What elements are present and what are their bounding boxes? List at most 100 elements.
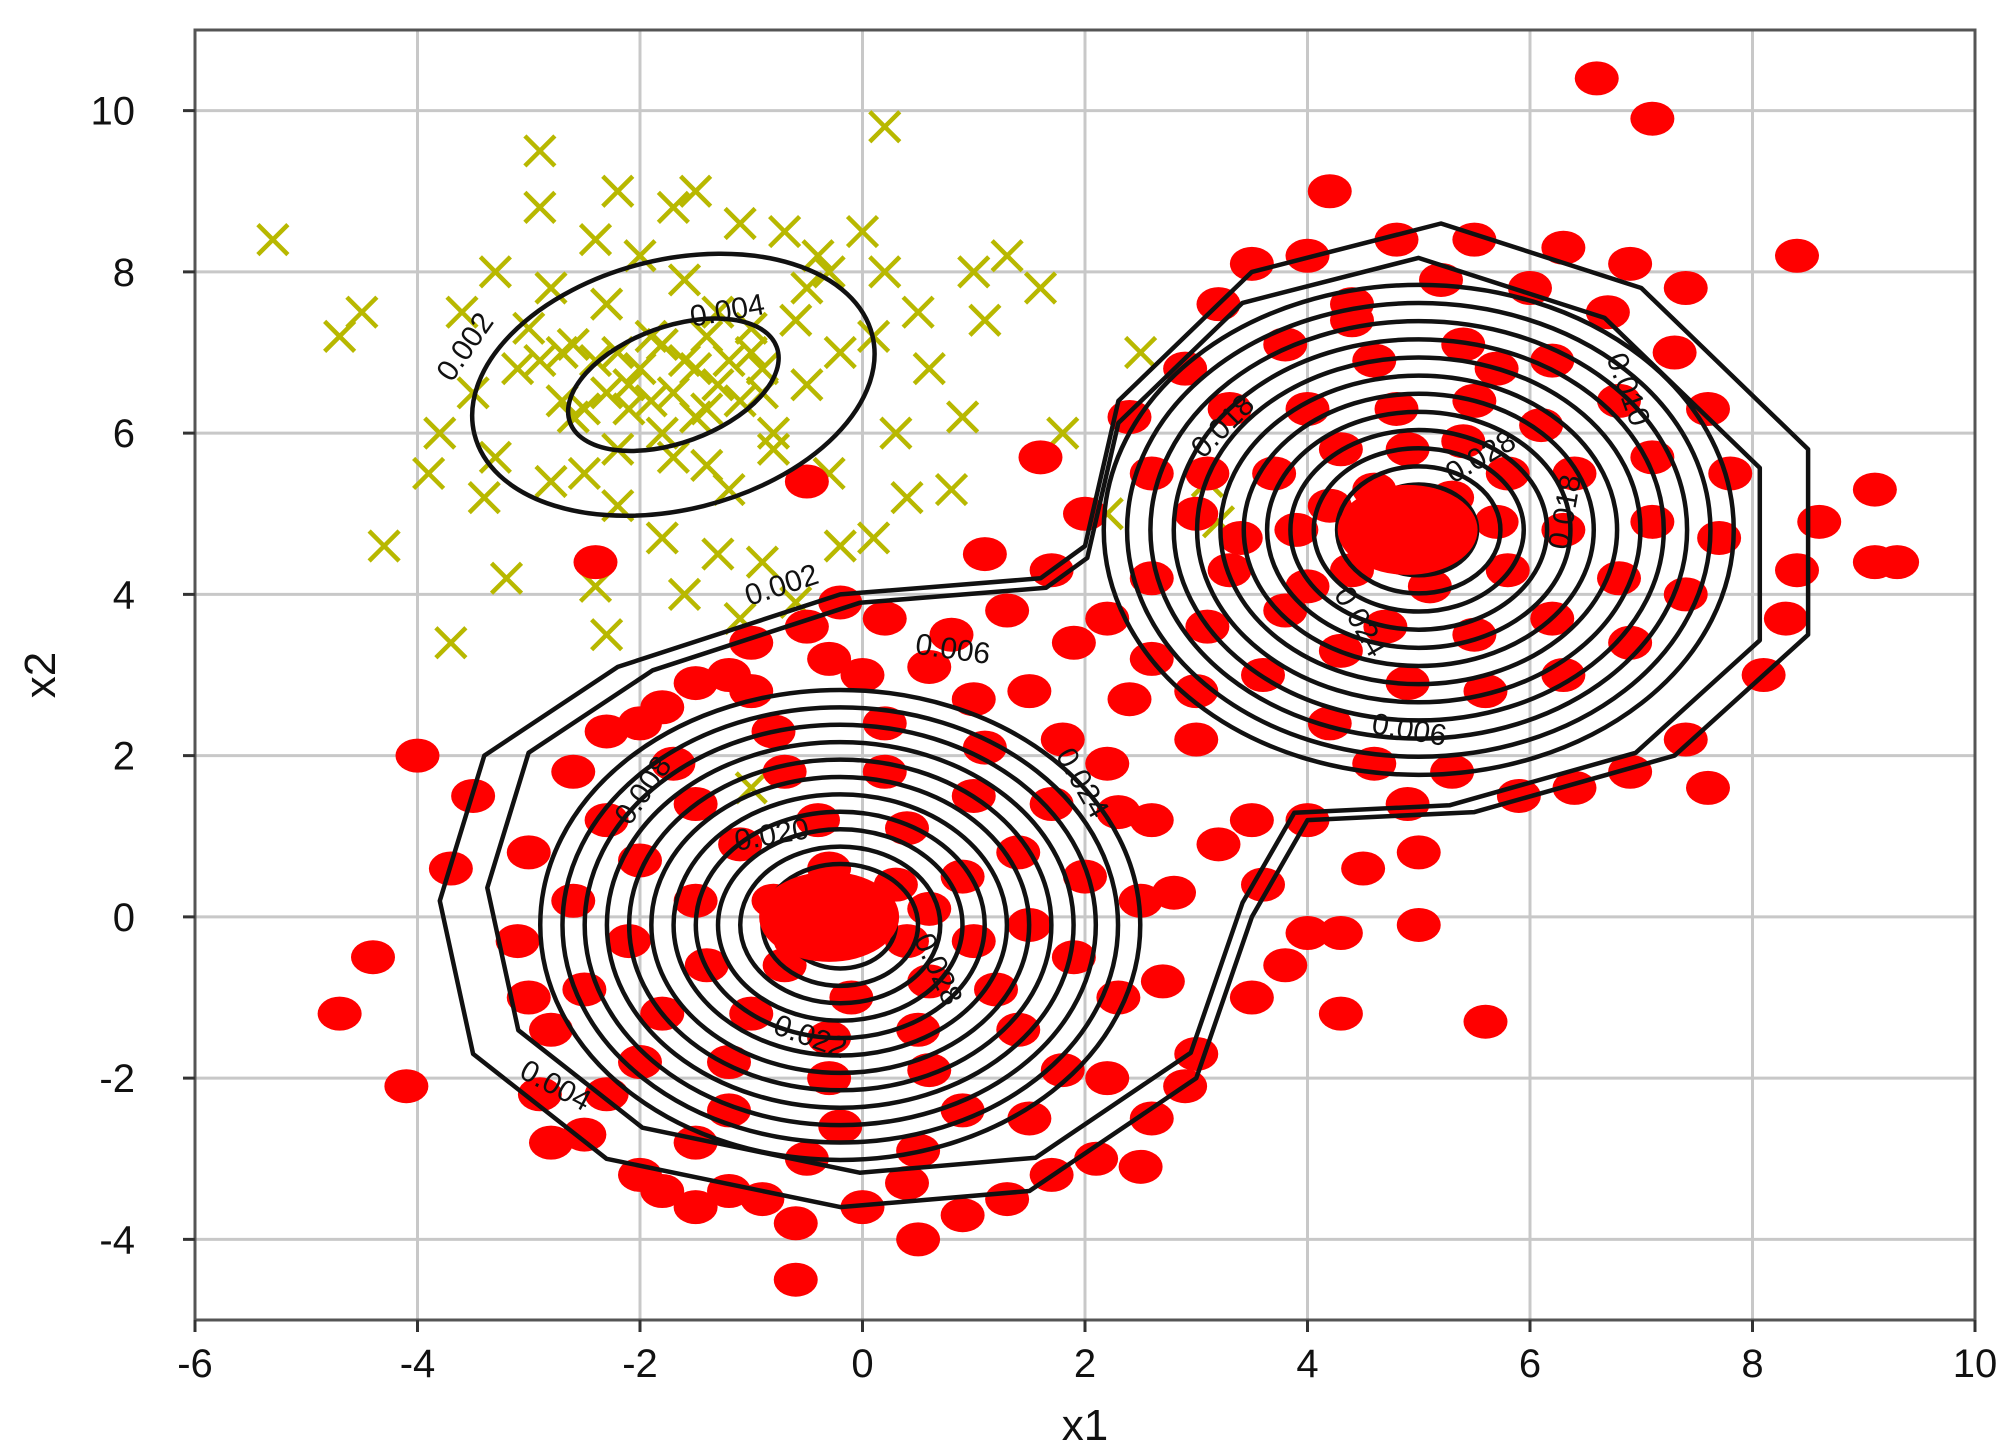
red-data-point — [896, 1222, 941, 1257]
red-data-point — [1663, 722, 1708, 757]
yellow-data-point — [578, 223, 613, 257]
red-data-point — [1107, 682, 1152, 717]
red-data-point — [840, 658, 885, 692]
contour-cluster-b-ring — [1101, 282, 1736, 778]
yellow-data-point — [590, 618, 624, 652]
red-data-point — [862, 601, 907, 636]
red-data-point — [1652, 335, 1697, 370]
yellow-data-point — [756, 416, 791, 450]
red-data-point — [1129, 803, 1174, 838]
contour-cluster-b-ring — [1124, 300, 1713, 759]
contour-cluster-b-ring — [1148, 318, 1690, 741]
red-data-point — [1686, 770, 1730, 805]
contour-cluster-a-ring — [538, 687, 1143, 1163]
yellow-data-point — [645, 416, 679, 450]
red-data-point — [1341, 851, 1386, 886]
yellow-data-point — [756, 432, 791, 466]
yellow-data-point — [868, 110, 902, 144]
red-data-point — [1763, 601, 1808, 636]
x-tick-label: 6 — [1519, 1342, 1541, 1386]
x-tick-label: 2 — [1074, 1342, 1096, 1386]
red-data-point — [1775, 553, 1819, 588]
red-data-point — [1307, 174, 1352, 209]
red-data-point — [1875, 545, 1920, 580]
red-data-point — [1018, 440, 1063, 475]
contour-yellow-inner — [565, 316, 781, 454]
yellow-data-point — [601, 174, 635, 208]
x-tick-label: -2 — [622, 1342, 658, 1386]
red-data-point — [351, 940, 395, 975]
red-data-point — [1229, 803, 1274, 838]
yellow-data-point — [645, 521, 679, 555]
red-data-point — [1085, 601, 1130, 636]
red-data-point — [829, 980, 874, 1015]
red-data-point — [673, 883, 718, 918]
red-data-point — [1663, 271, 1708, 305]
contour-cluster-b-ring — [1241, 391, 1596, 669]
x-tick-label: 4 — [1296, 1342, 1318, 1386]
red-data-point — [1541, 230, 1586, 265]
red-data-point — [1174, 674, 1219, 709]
contour-cluster-a-ring — [560, 705, 1121, 1145]
red-data-point — [1318, 916, 1363, 950]
yellow-data-point — [901, 295, 935, 329]
yellow-data-point — [845, 214, 880, 249]
contour-cluster-a-ring — [582, 722, 1099, 1128]
red-data-point — [951, 682, 996, 717]
red-data-point — [1007, 674, 1052, 709]
red-data-point — [1229, 246, 1274, 281]
red-data-point — [807, 641, 852, 676]
red-data-point — [1085, 1061, 1130, 1096]
x-tick-label: -6 — [177, 1342, 213, 1386]
y-tick-label: 6 — [113, 412, 135, 456]
red-data-point — [996, 1012, 1041, 1047]
contour-outer-002 — [437, 221, 1811, 1210]
red-data-point — [773, 1262, 818, 1297]
yellow-data-point — [612, 368, 646, 402]
yellow-data-point — [723, 206, 757, 241]
yellow-data-point — [478, 440, 512, 474]
y-axis-title: x2 — [16, 652, 65, 698]
red-data-point — [1129, 1101, 1174, 1136]
red-data-point — [862, 706, 907, 741]
red-data-point — [1318, 996, 1363, 1031]
contour-cluster-b-ring — [1311, 445, 1526, 614]
y-tick-label: -2 — [99, 1057, 135, 1101]
red-data-point — [1585, 295, 1630, 330]
red-data-point — [1385, 787, 1430, 821]
red-data-point — [562, 1117, 607, 1152]
red-data-point — [1051, 940, 1096, 975]
yellow-data-point — [489, 561, 524, 595]
yellow-data-point — [256, 223, 290, 257]
red-data-point — [1396, 907, 1441, 942]
red-data-point — [529, 1125, 573, 1160]
yellow-data-point — [567, 456, 601, 491]
red-data-point — [1608, 625, 1653, 660]
red-data-point — [1396, 835, 1441, 870]
red-data-point — [1285, 916, 1330, 950]
yellow-data-point — [667, 577, 702, 611]
contour-cluster-a-ring — [649, 774, 1032, 1076]
yellow-data-point — [968, 303, 1002, 337]
yellow-data-point — [790, 368, 824, 402]
yellow-data-point — [645, 327, 679, 362]
yellow-data-point — [434, 626, 468, 660]
yellow-data-point — [934, 472, 969, 507]
yellow-data-point — [734, 335, 768, 370]
red-data-point — [1775, 238, 1819, 273]
red-data-point — [1085, 746, 1130, 781]
contour-cluster-b-ring — [1171, 337, 1666, 723]
y-tick-label: 2 — [113, 735, 135, 779]
yellow-data-point — [656, 190, 690, 224]
red-data-point — [384, 1069, 429, 1104]
y-tick-label: 8 — [113, 251, 135, 295]
yellow-data-point — [990, 239, 1024, 273]
red-data-point — [940, 1198, 985, 1233]
yellow-data-point — [912, 352, 946, 386]
contour-cluster-b-ring — [1218, 373, 1620, 687]
yellow-data-point — [690, 448, 724, 482]
red-data-point — [1074, 1141, 1119, 1176]
x-axis-title: x1 — [1062, 1401, 1108, 1448]
yellow-data-point — [946, 400, 980, 434]
